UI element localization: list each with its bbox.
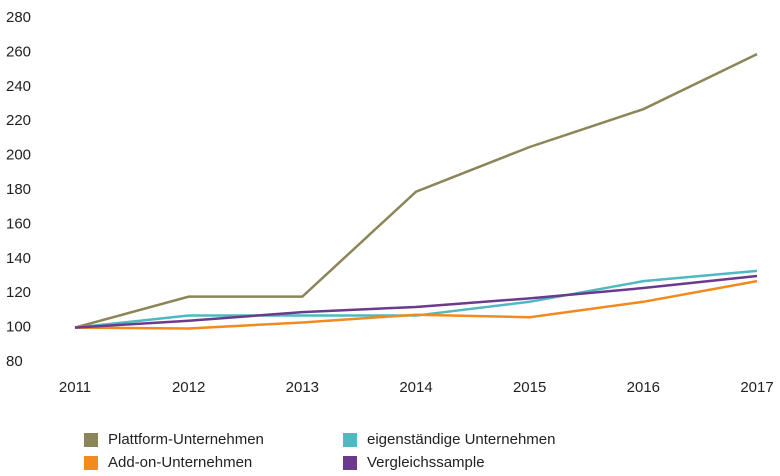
y-tick-label: 100 [6, 319, 31, 336]
series-line [74, 52, 758, 329]
x-tick-label: 2014 [399, 379, 432, 396]
legend-label: Plattform-Unternehmen [108, 431, 264, 448]
legend-swatch [84, 433, 98, 447]
y-tick-label: 220 [6, 112, 31, 129]
series-line [74, 279, 758, 330]
x-tick-label: 2013 [286, 379, 319, 396]
y-tick-label: 260 [6, 43, 31, 60]
y-tick-label: 280 [6, 9, 31, 26]
legend-label: Add-on-Unternehmen [108, 454, 252, 471]
series-line [74, 274, 758, 329]
legend-label: Vergleichssample [367, 454, 485, 471]
y-tick-label: 200 [6, 147, 31, 164]
y-tick-label: 160 [6, 215, 31, 232]
y-tick-label: 240 [6, 78, 31, 95]
x-tick-label: 2015 [513, 379, 546, 396]
legend-label: eigenständige Unternehmen [367, 431, 555, 448]
y-tick-label: 120 [6, 284, 31, 301]
x-tick-label: 2012 [172, 379, 205, 396]
legend-swatch [343, 433, 357, 447]
x-tick-label: 2017 [740, 379, 773, 396]
x-tick-label: 2016 [627, 379, 660, 396]
y-tick-label: 80 [6, 353, 23, 370]
y-tick-label: 140 [6, 250, 31, 267]
y-tick-label: 180 [6, 181, 31, 198]
legend-swatch [343, 456, 357, 470]
legend-swatch [84, 456, 98, 470]
x-tick-label: 2011 [59, 379, 91, 396]
